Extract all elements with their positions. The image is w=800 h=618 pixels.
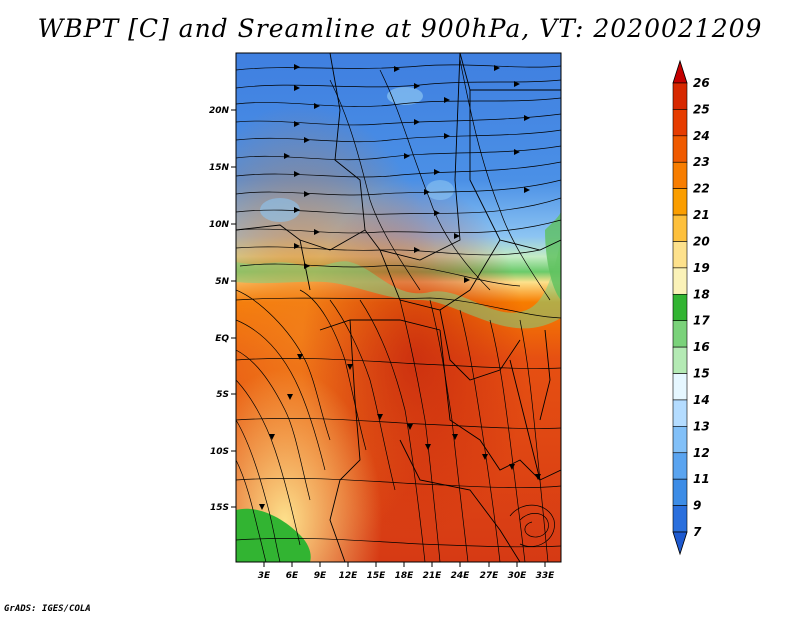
colorbar-label: 17 <box>693 314 710 328</box>
colorbar-label: 7 <box>693 525 702 539</box>
colorbar-label: 20 <box>693 234 710 248</box>
lat-label-15n: 15N <box>209 163 230 173</box>
colorbar-label: 9 <box>693 499 701 513</box>
colorbar-segment <box>672 426 688 454</box>
lat-label-eq: EQ <box>215 334 229 344</box>
lat-label-15s: 15S <box>210 503 229 513</box>
lon-label-33e: 33E <box>536 571 556 581</box>
colorbar-segment <box>672 214 688 242</box>
longitude-axis <box>263 562 546 567</box>
lon-label-24e: 24E <box>451 571 471 581</box>
lon-label-30e: 30E <box>508 571 528 581</box>
lon-label-9e: 9E <box>314 571 327 581</box>
colorbar-segment <box>672 267 688 295</box>
lon-label-21e: 21E <box>423 571 443 581</box>
colorbar-label: 14 <box>693 393 710 407</box>
colorbar-segment <box>672 241 688 269</box>
lon-label-18e: 18E <box>395 571 415 581</box>
transition-band <box>236 240 561 329</box>
colorbar-segment <box>672 293 688 322</box>
colorbar-segment <box>672 320 688 348</box>
lon-label-6e: 6E <box>286 571 299 581</box>
colorbar-segment <box>672 399 688 427</box>
colorbar-label: 24 <box>693 129 710 143</box>
colorbar-segment <box>672 505 688 533</box>
colorbar: 26 25 24 23 22 21 20 19 18 17 16 15 14 13 12 11 9 7 <box>672 59 710 556</box>
lon-label-3e: 3E <box>258 571 271 581</box>
colorbar-segment <box>672 161 688 189</box>
colorbar-label: 18 <box>693 287 710 301</box>
southwest-green-region <box>236 508 311 562</box>
colorbar-label: 12 <box>693 446 710 460</box>
lon-label-27e: 27E <box>480 571 500 581</box>
grads-credit: GrADS: IGES/COLA <box>4 604 91 614</box>
colorbar-segment <box>672 135 688 163</box>
colorbar-segment <box>672 109 688 137</box>
lat-label-10s: 10S <box>210 447 229 457</box>
streamline-arrows <box>259 64 541 510</box>
colorbar-label: 11 <box>693 472 710 486</box>
colorbar-bottom-arrow <box>672 531 688 556</box>
colorbar-segment <box>672 373 688 401</box>
colorbar-label: 25 <box>693 102 710 116</box>
colorbar-label: 22 <box>693 182 710 196</box>
temperature-field <box>236 53 561 562</box>
lat-label-5n: 5N <box>215 277 229 287</box>
map-title: WBPT [C] and Sreamline at 900hPa, VT: 20… <box>37 14 763 43</box>
country-borders <box>236 53 561 562</box>
colorbar-segment <box>672 82 688 110</box>
colorbar-label: 19 <box>693 261 710 275</box>
colorbar-top-arrow <box>672 59 688 84</box>
colorbar-label: 16 <box>693 340 710 354</box>
colorbar-label: 26 <box>693 76 710 90</box>
colorbar-segment <box>672 346 688 374</box>
latitude-axis <box>231 109 236 508</box>
colorbar-label: 21 <box>693 208 710 222</box>
colorbar-segment <box>672 188 688 216</box>
colorbar-label: 13 <box>693 419 710 433</box>
lat-label-5s: 5S <box>216 390 229 400</box>
east-green-patch <box>545 210 561 300</box>
lat-label-10n: 10N <box>209 220 230 230</box>
colorbar-segment <box>672 478 688 506</box>
colorbar-segment <box>672 452 688 480</box>
lat-label-20n: 20N <box>209 106 230 116</box>
lon-label-12e: 12E <box>339 571 359 581</box>
colorbar-label: 15 <box>693 367 710 381</box>
colorbar-label: 23 <box>693 155 710 169</box>
lon-label-15e: 15E <box>367 571 387 581</box>
map-frame <box>235 52 562 563</box>
